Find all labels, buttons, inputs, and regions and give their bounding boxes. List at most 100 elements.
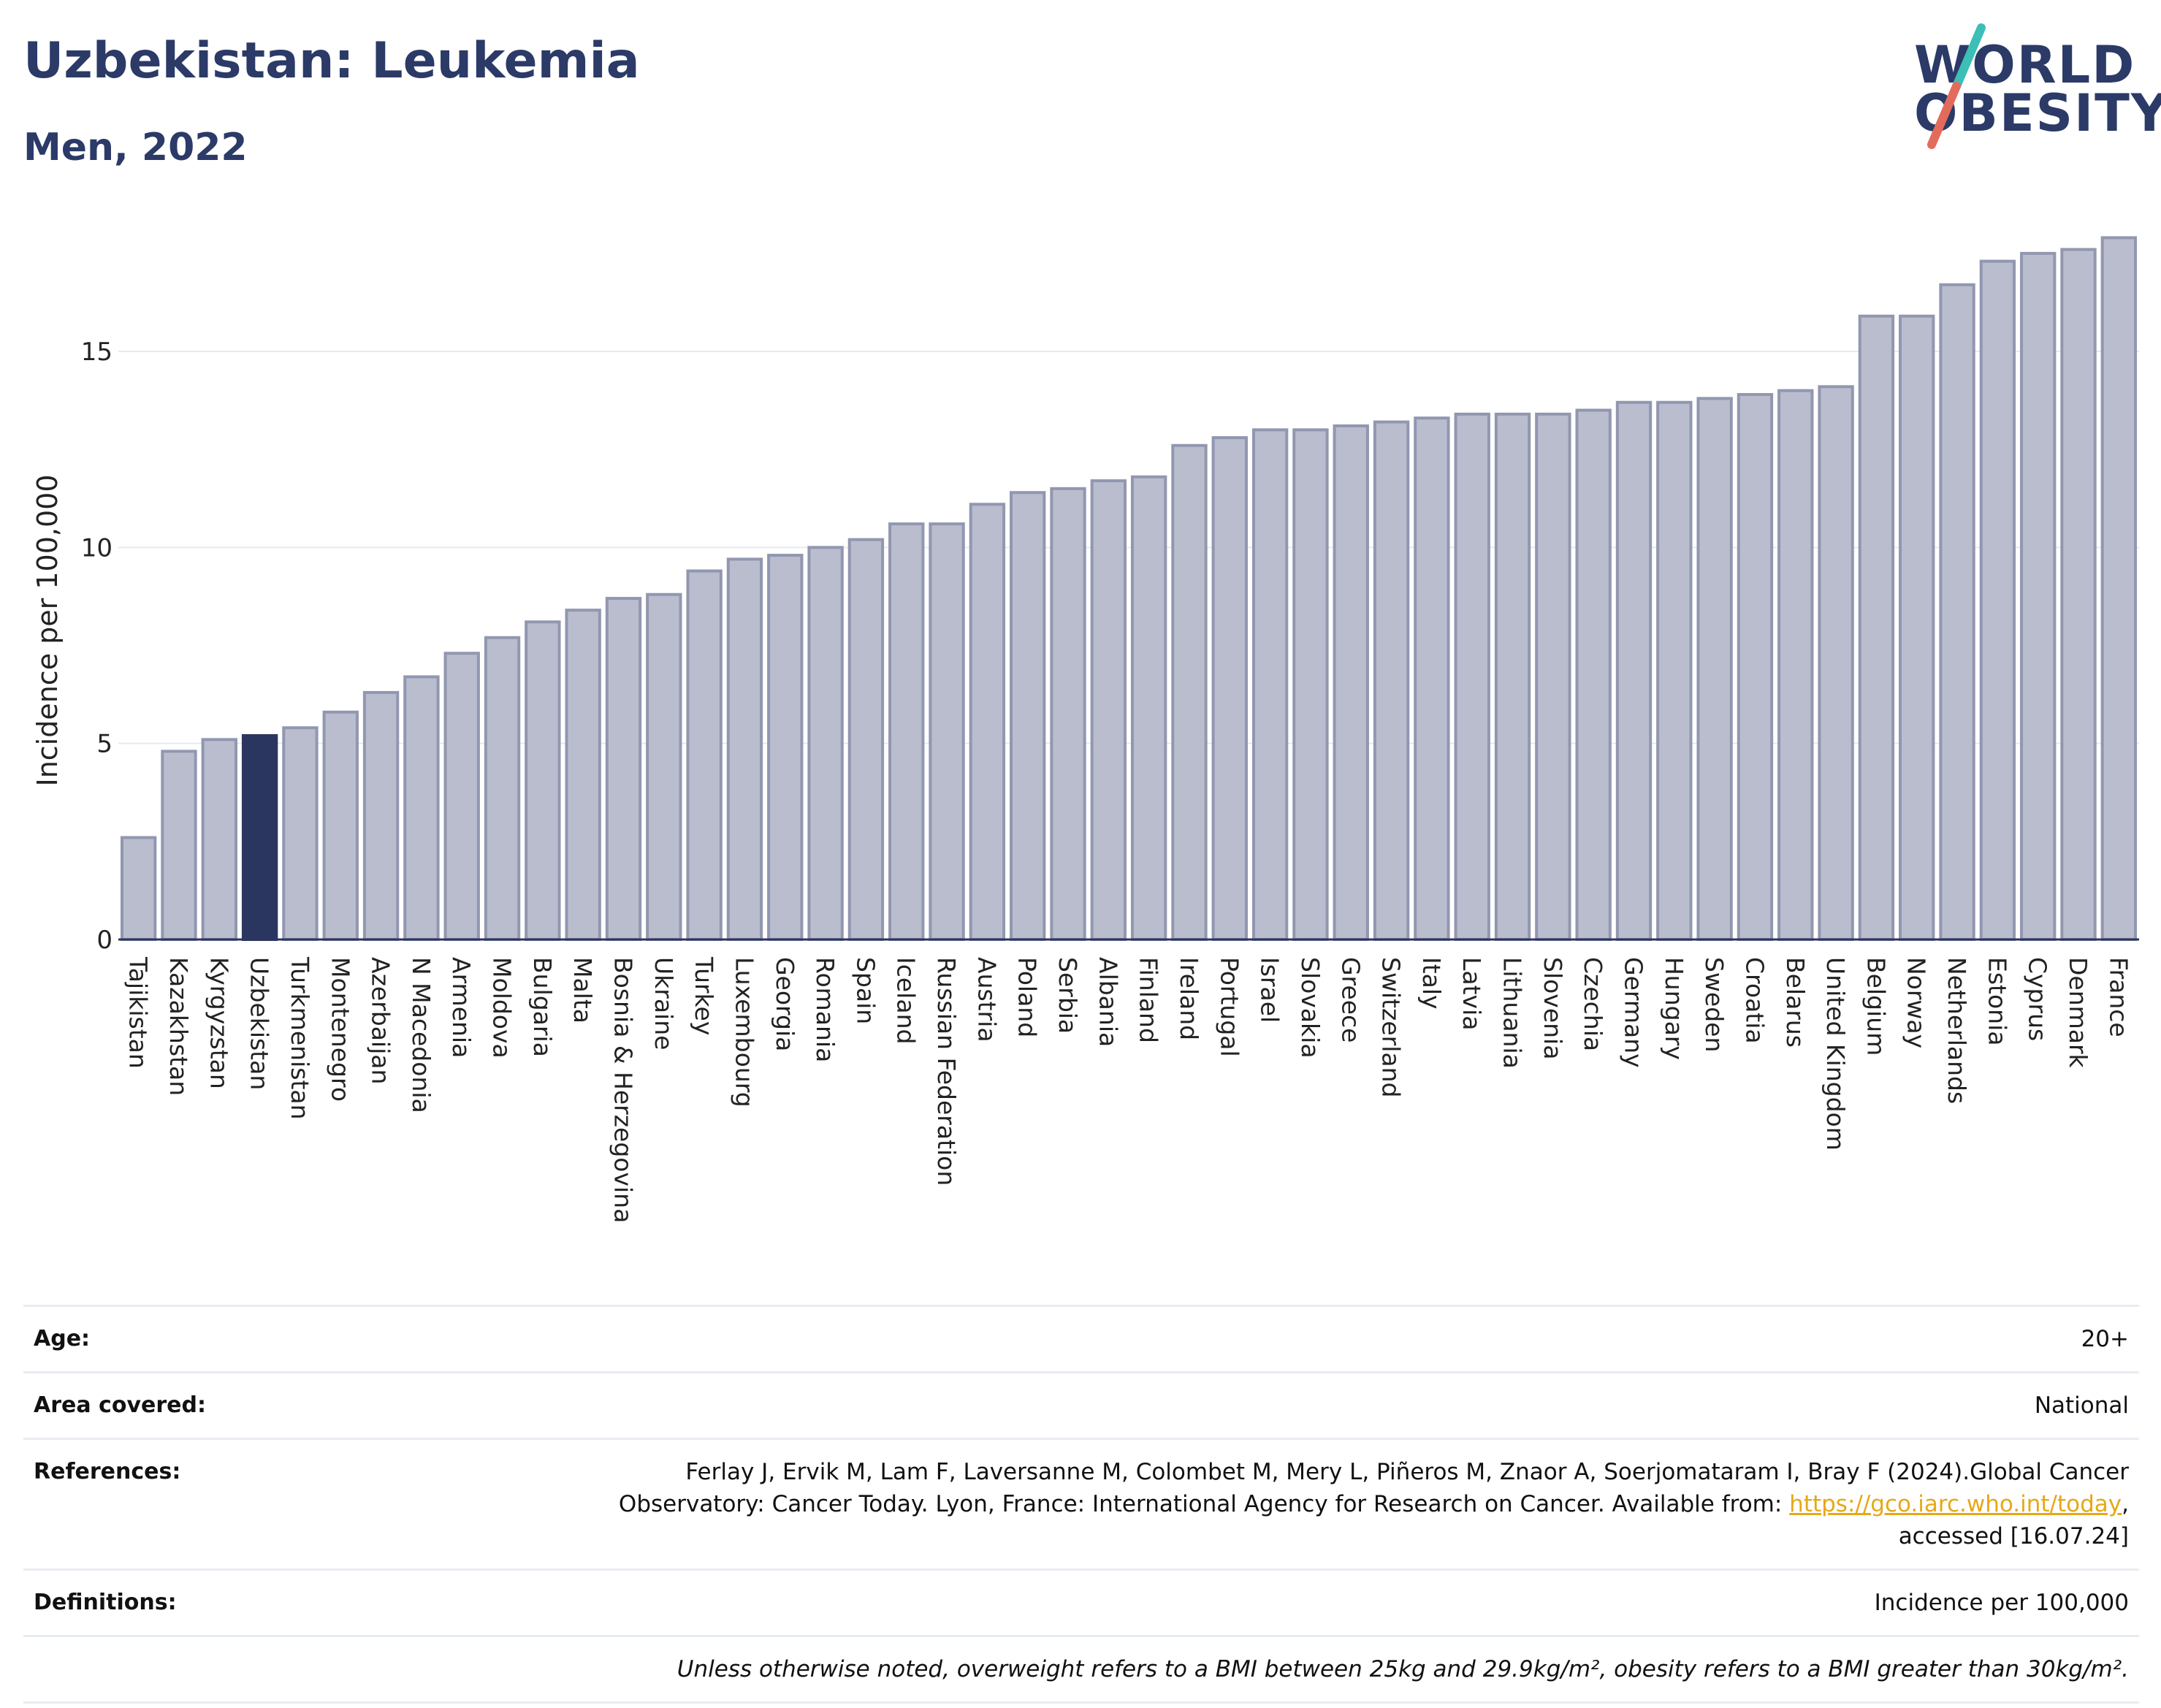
x-tick-label: Bulgaria [528, 957, 557, 1057]
logo-line-1: WORLD [1914, 35, 2136, 95]
x-tick-label: Greece [1336, 957, 1365, 1042]
bar-slovenia [1535, 412, 1571, 942]
chart-title: Uzbekistan: Leukemia [23, 32, 640, 90]
logo-slash-icon [1927, 23, 1986, 149]
x-tick-label: Latvia [1457, 957, 1486, 1030]
x-tick-label: Lithuania [1498, 957, 1527, 1069]
x-tick-label: Tajikistan [124, 956, 153, 1069]
references-value: Ferlay J, Ervik M, Lam F, Laversanne M, … [453, 1438, 2139, 1570]
bar-bosnia-herzegovina [605, 597, 642, 941]
x-tick-label: Azerbaijan [367, 957, 395, 1084]
bar-azerbaijan [362, 690, 400, 942]
bar-ukraine [646, 592, 682, 941]
bar-spain [847, 538, 885, 942]
bar-slovakia [1292, 428, 1329, 942]
x-tick-label: Malta [568, 957, 597, 1023]
x-tick-label: Armenia [447, 957, 476, 1058]
note-spacer [23, 1635, 453, 1704]
bar-russian-federation [929, 522, 965, 941]
bar-finland [1130, 475, 1167, 941]
x-tick-label: Estonia [1983, 957, 2011, 1045]
x-tick-label: Cyprus [2024, 957, 2052, 1041]
bar-malta [565, 609, 601, 941]
references-link[interactable]: https://gco.iarc.who.int/today [1789, 1491, 2122, 1517]
bar-belarus [1777, 389, 1814, 941]
info-row-age: Age: 20+ [23, 1305, 2139, 1373]
bar-poland [1010, 491, 1046, 941]
bar-kyrgyzstan [201, 738, 237, 941]
x-tick-label: Kyrgyzstan [205, 957, 233, 1089]
bar-switzerland [1373, 420, 1410, 942]
x-tick-label: Germany [1620, 957, 1648, 1068]
x-tick-label: Russian Federation [932, 957, 961, 1186]
x-tick-label: Belarus [1781, 957, 1810, 1048]
bar-moldova [484, 636, 521, 941]
x-tick-label: Iceland [892, 957, 921, 1044]
bar-ireland [1171, 443, 1208, 941]
x-tick-label: Turkmenistan [286, 956, 314, 1120]
x-tick-label: Hungary [1660, 957, 1688, 1060]
bar-estonia [1979, 259, 2016, 942]
bar-italy [1414, 416, 1450, 941]
bar-norway [1899, 314, 1935, 941]
references-line-2: Observatory: Cancer Today. Lyon, France:… [618, 1491, 1790, 1517]
x-tick-label: Belgium [1861, 957, 1890, 1056]
bar-armenia [443, 652, 480, 941]
area-value: National [453, 1371, 2139, 1439]
x-tick-label: Italy [1417, 957, 1446, 1010]
x-tick-label: Bosnia & Herzegovina [609, 957, 638, 1223]
bar-germany [1615, 400, 1653, 941]
y-axis-ticks: 0 5 10 15 [81, 338, 113, 955]
bar-turkmenistan [282, 726, 319, 941]
bar-luxembourg [726, 557, 763, 941]
references-line-3: accessed [16.07.24] [1898, 1523, 2129, 1549]
x-tick-label: Albania [1094, 957, 1122, 1047]
x-tick-label: Kazakhstan [164, 957, 193, 1096]
age-label: Age: [23, 1305, 453, 1373]
x-tick-label: Finland [1135, 957, 1163, 1043]
x-tick-label: Serbia [1053, 957, 1082, 1034]
bar-cyprus [2020, 251, 2057, 942]
bar-hungary [1656, 400, 1693, 941]
info-row-area: Area covered: National [23, 1371, 2139, 1439]
bar-iceland [888, 522, 925, 941]
x-tick-label: Spain [851, 957, 880, 1024]
bar-lithuania [1494, 412, 1531, 942]
info-row-definitions: Definitions: Incidence per 100,000 [23, 1568, 2139, 1636]
bar-austria [969, 503, 1006, 941]
y-tick-label: 5 [96, 730, 113, 759]
x-tick-label: Uzbekistan [245, 957, 274, 1090]
x-tick-label: Ukraine [649, 957, 678, 1050]
definitions-label: Definitions: [23, 1568, 453, 1636]
x-tick-label: Ireland [1175, 957, 1203, 1040]
references-line-2-end: , [2122, 1491, 2129, 1517]
y-tick-label: 15 [81, 338, 113, 367]
bar-greece [1333, 424, 1369, 941]
bar-n-macedonia [403, 675, 440, 942]
x-tick-label: Netherlands [1943, 957, 1971, 1104]
x-tick-label: Luxembourg [730, 957, 758, 1107]
bar-romania [807, 546, 844, 942]
x-tick-label: Denmark [2064, 957, 2092, 1069]
bmi-note: Unless otherwise noted, overweight refer… [453, 1635, 2139, 1704]
x-tick-label: Portugal [1215, 957, 1243, 1057]
info-table: Age: 20+ Area covered: National Referenc… [23, 1305, 2139, 1704]
x-tick-label: Moldova [488, 957, 517, 1059]
x-tick-label: Slovakia [1296, 957, 1325, 1059]
x-tick-label: Czechia [1579, 957, 1607, 1051]
x-tick-label: Montenegro [326, 957, 354, 1102]
bar-chart: 0 5 10 15 Tajikistan Kazakhstan Kyrgyzstan Uzb… [31, 236, 2139, 1223]
bar-albania [1090, 479, 1127, 942]
bar-tajikistan [120, 836, 157, 942]
y-tick-label: 0 [96, 926, 113, 955]
bar-kazakhstan [161, 750, 197, 942]
x-tick-label: France [2104, 957, 2133, 1037]
x-tick-label: Slovenia [1539, 957, 1567, 1059]
bar-latvia [1454, 412, 1490, 942]
bar-united-kingdom [1818, 385, 1854, 941]
bar-georgia [767, 554, 804, 942]
bar-portugal [1211, 436, 1248, 942]
bar-czechia [1575, 408, 1612, 941]
bar-netherlands [1939, 283, 1975, 941]
bar-denmark [2060, 248, 2097, 941]
